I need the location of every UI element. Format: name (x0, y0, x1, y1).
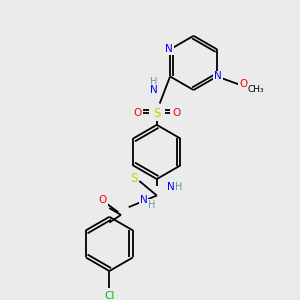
Text: N: N (214, 71, 222, 82)
Text: N: N (140, 195, 148, 206)
Text: S: S (153, 107, 160, 120)
Text: Cl: Cl (104, 291, 115, 300)
Text: N: N (150, 85, 158, 95)
Text: N: N (165, 44, 173, 54)
Text: H: H (148, 200, 155, 210)
Text: H: H (150, 77, 158, 87)
Text: O: O (172, 108, 180, 118)
Text: O: O (98, 195, 107, 206)
Text: H: H (176, 182, 183, 192)
Text: N: N (167, 182, 175, 192)
Text: O: O (239, 79, 247, 89)
Text: S: S (130, 172, 137, 184)
Text: O: O (133, 108, 142, 118)
Text: CH₃: CH₃ (248, 85, 264, 94)
